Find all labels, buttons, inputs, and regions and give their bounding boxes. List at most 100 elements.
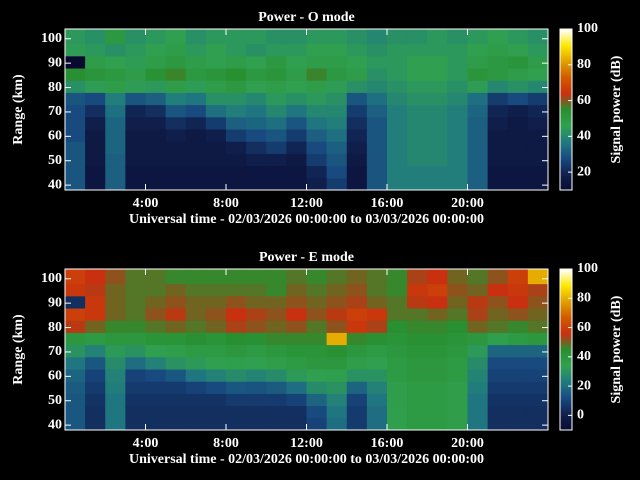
- cell: [507, 165, 529, 179]
- cell: [306, 417, 328, 431]
- colorbar-step: [560, 271, 572, 274]
- cell: [205, 68, 227, 81]
- x-tick-label: 8:00: [213, 196, 239, 211]
- cell: [467, 55, 489, 69]
- cell: [185, 295, 207, 309]
- cell: [447, 43, 468, 57]
- colorbar-step: [560, 43, 572, 46]
- cell: [246, 165, 267, 179]
- cell: [326, 129, 348, 142]
- cell: [487, 320, 509, 333]
- cell: [226, 177, 247, 191]
- colorbar-step: [560, 173, 572, 177]
- colorbar-step: [560, 387, 572, 391]
- cell: [165, 43, 187, 57]
- cell: [346, 92, 368, 106]
- cell: [65, 153, 86, 167]
- cell: [366, 80, 388, 93]
- cell: [427, 116, 448, 130]
- cell: [65, 116, 86, 130]
- cell: [326, 80, 348, 93]
- cell: [507, 295, 529, 309]
- x-tick-label: 4:00: [133, 196, 159, 211]
- colorbar-step: [560, 341, 572, 344]
- cell: [65, 80, 86, 93]
- cell: [407, 320, 428, 333]
- cell: [527, 92, 549, 106]
- cell: [286, 283, 307, 297]
- cell: [487, 29, 509, 45]
- cell: [145, 116, 167, 130]
- cell: [205, 356, 227, 370]
- colorbar-step: [560, 151, 572, 155]
- cell: [286, 80, 307, 93]
- cell: [467, 269, 489, 285]
- colorbar-step: [560, 345, 572, 348]
- cell: [346, 283, 368, 297]
- cell: [125, 165, 146, 179]
- colorbar-step: [560, 111, 572, 115]
- cell: [105, 116, 126, 130]
- cell: [226, 68, 247, 81]
- colorbar: [560, 269, 572, 431]
- colorbar-step: [560, 347, 572, 350]
- cell: [165, 381, 187, 394]
- cell: [387, 129, 408, 142]
- cell: [527, 129, 549, 142]
- cell: [85, 369, 106, 382]
- cell: [387, 308, 408, 321]
- colorbar-step: [560, 315, 572, 318]
- cell: [85, 92, 106, 106]
- cell: [346, 141, 368, 154]
- cell: [286, 381, 307, 394]
- colorbar-step: [560, 309, 572, 312]
- cell: [427, 55, 448, 69]
- cell: [407, 104, 428, 118]
- cell: [246, 43, 267, 57]
- cell: [266, 43, 287, 57]
- cell: [105, 141, 126, 154]
- colorbar-step: [560, 163, 572, 167]
- cell: [407, 29, 428, 45]
- cell: [226, 405, 247, 419]
- cell: [527, 405, 549, 419]
- cell: [447, 129, 468, 142]
- cell: [145, 356, 167, 370]
- cell: [447, 295, 468, 309]
- cell: [65, 295, 86, 309]
- cell: [226, 92, 247, 106]
- cell: [185, 177, 207, 191]
- cell: [65, 393, 86, 407]
- cell: [346, 295, 368, 309]
- cell: [427, 356, 448, 370]
- cell: [447, 153, 468, 167]
- cell: [145, 92, 167, 106]
- colorbar-step: [560, 365, 572, 369]
- heatmap: [65, 29, 549, 191]
- cell: [507, 141, 529, 154]
- cell: [447, 92, 468, 106]
- cell: [85, 295, 106, 309]
- cell: [165, 141, 187, 154]
- cell: [205, 141, 227, 154]
- cell: [125, 320, 146, 333]
- colorbar-step: [560, 147, 572, 151]
- cell: [145, 29, 167, 45]
- cell: [527, 381, 549, 394]
- colorbar-step: [560, 305, 572, 308]
- cell: [205, 405, 227, 419]
- colorbar-step: [560, 71, 572, 74]
- cell: [427, 129, 448, 142]
- cell: [205, 369, 227, 382]
- cell: [185, 80, 207, 93]
- cell: [286, 68, 307, 81]
- cell: [145, 141, 167, 154]
- cell: [205, 283, 227, 297]
- cell: [226, 269, 247, 285]
- cell: [467, 80, 489, 93]
- colorbar-step: [560, 335, 572, 338]
- colorbar-step: [560, 425, 572, 429]
- cell: [447, 177, 468, 191]
- colorbar-step: [560, 333, 572, 336]
- colorbar-step: [560, 73, 572, 76]
